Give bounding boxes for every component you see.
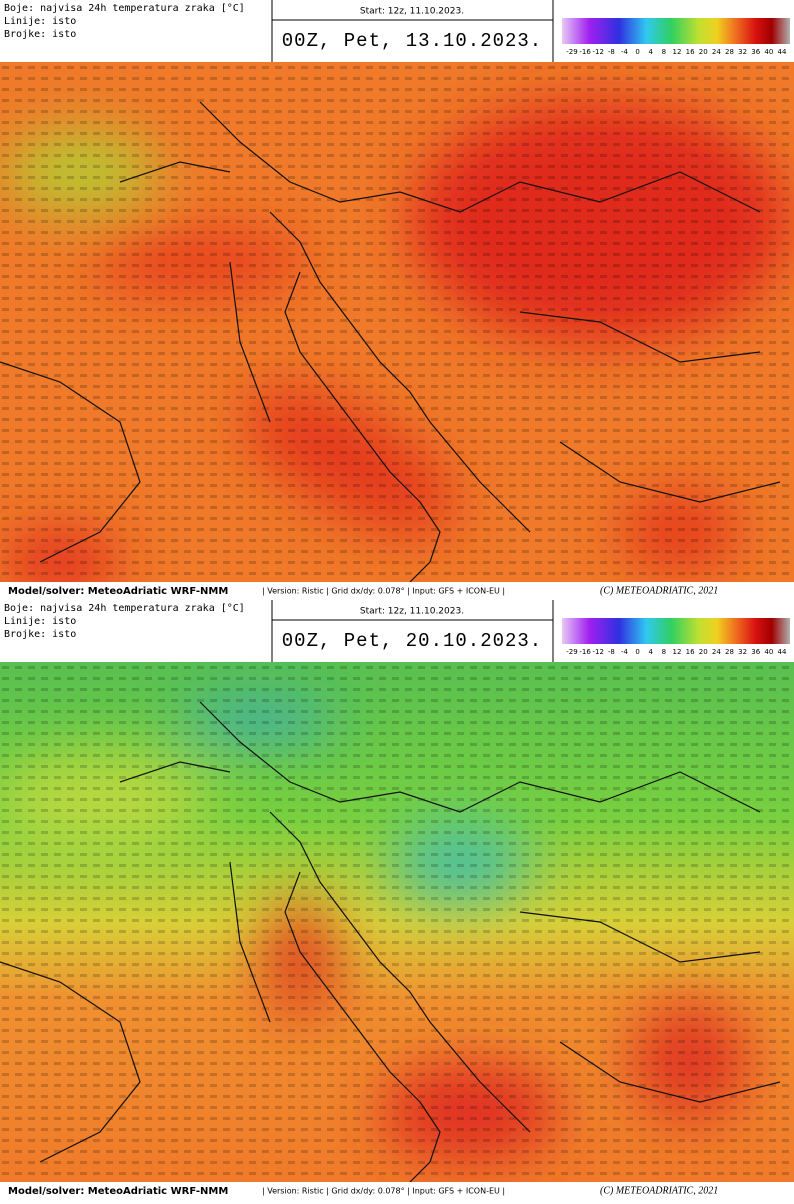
colorbar-label: -12 [593, 48, 604, 56]
colorbar-label: 12 [673, 648, 682, 656]
colorbar-label: -16 [579, 648, 591, 656]
colorbar-label: 4 [649, 48, 654, 56]
legend-line: Linije: isto [4, 16, 76, 27]
colorbar-label: 12 [673, 48, 682, 56]
colorbar-label: 24 [712, 648, 721, 656]
footer-model: Model/solver: MeteoAdriatic WRF-NMM [8, 586, 228, 597]
colorbar-label: 32 [738, 648, 747, 656]
colorbar-label: 28 [725, 648, 734, 656]
colorbar [562, 18, 790, 44]
colorbar-label: 8 [662, 648, 666, 656]
colorbar-label: 28 [725, 48, 734, 56]
colorbar-label: 40 [764, 48, 773, 56]
colorbar-label: 44 [778, 48, 787, 56]
colorbar-label: 4 [649, 648, 654, 656]
start-time: Start: 12z, 11.10.2023. [360, 607, 464, 617]
colorbar-label: -12 [593, 648, 604, 656]
legend-line: Boje: najvisa 24h temperatura zraka [°C] [4, 3, 245, 14]
colorbar-label: -8 [608, 648, 615, 656]
footer-model: Model/solver: MeteoAdriatic WRF-NMM [8, 1186, 228, 1197]
colorbar-label: 32 [738, 48, 747, 56]
footer-info: | Version: Ristic | Grid dx/dy: 0.078° |… [262, 1187, 505, 1196]
footer-copyright: (C) METEOADRIATIC, 2021 [600, 1185, 718, 1196]
start-time: Start: 12z, 11.10.2023. [360, 7, 464, 17]
colorbar-label: 16 [686, 48, 695, 56]
colorbar-label: 24 [712, 48, 721, 56]
colorbar-label: -4 [621, 648, 629, 656]
colorbar-label: -29 [566, 648, 577, 656]
colorbar-label: 36 [751, 648, 760, 656]
colorbar-label: 20 [699, 648, 708, 656]
colorbar-label: 8 [662, 48, 666, 56]
map-2 [0, 662, 794, 1182]
colorbar-label: -8 [608, 48, 615, 56]
colorbar-label: 16 [686, 648, 695, 656]
legend-line: Brojke: isto [4, 629, 76, 640]
map-1 [0, 62, 794, 582]
legend-line: Boje: najvisa 24h temperatura zraka [°C] [4, 603, 245, 614]
colorbar-label: 40 [764, 648, 773, 656]
footer-copyright: (C) METEOADRIATIC, 2021 [600, 585, 718, 596]
colorbar-label: -16 [579, 48, 591, 56]
colorbar-label: -4 [621, 48, 629, 56]
colorbar-label: 44 [778, 648, 787, 656]
colorbar-label: 0 [635, 648, 639, 656]
colorbar-label: 36 [751, 48, 760, 56]
colorbar-label: 20 [699, 48, 708, 56]
footer-info: | Version: Ristic | Grid dx/dy: 0.078° |… [262, 587, 505, 596]
colorbar-label: -29 [566, 48, 577, 56]
legend-line: Linije: isto [4, 616, 76, 627]
colorbar [562, 618, 790, 644]
colorbar-label: 0 [635, 48, 639, 56]
valid-time: 00Z, Pet, 20.10.2023. [282, 630, 542, 652]
valid-time: 00Z, Pet, 13.10.2023. [282, 30, 542, 52]
legend-line: Brojke: isto [4, 29, 76, 40]
